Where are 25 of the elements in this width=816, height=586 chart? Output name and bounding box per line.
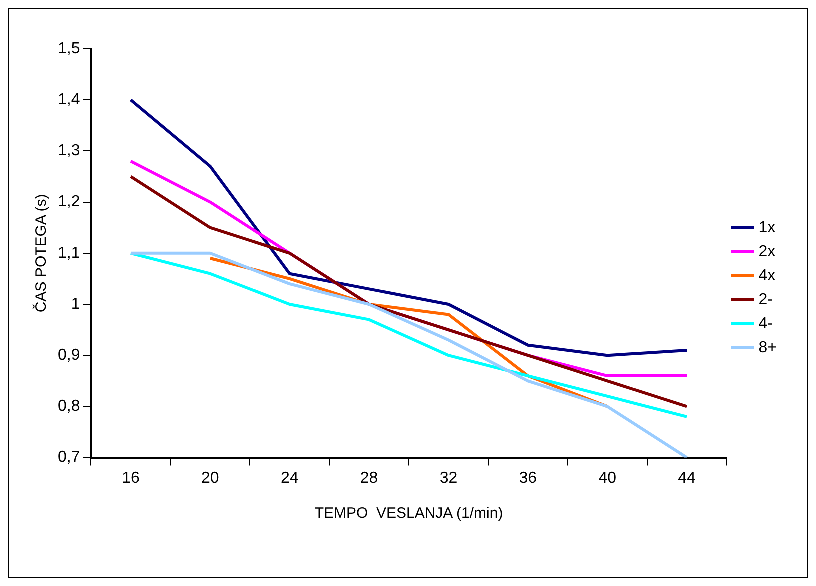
y-tick-label: 1,5 [58,40,80,58]
y-tick-label: 1,3 [58,142,80,160]
y-tick-label: 0,9 [58,347,80,364]
legend-label: 1x [758,219,776,236]
y-axis-title: ČAS POTEGA (s) [32,194,50,313]
x-tick-label: 20 [202,470,220,487]
y-tick-label: 0,8 [58,398,80,416]
y-tick-label: 1,2 [58,194,80,211]
legend-label: 4- [758,315,773,332]
legend-label: 2- [758,291,773,308]
legend-label: 2x [758,243,776,260]
legend-label: 4x [758,267,776,284]
x-tick-label: 36 [519,470,538,487]
y-tick-label: 1,4 [58,92,80,109]
x-tick-label: 24 [280,470,299,487]
x-tick-label: 44 [678,470,696,487]
x-tick-label: 16 [122,470,140,487]
x-tick-label: 32 [440,470,458,487]
x-tick-label: 40 [598,470,617,487]
y-tick-label: 0,7 [58,449,80,466]
x-axis-title: TEMPO VESLANJA (1/min) [314,505,504,522]
x-tick-label: 28 [360,470,378,487]
y-tick-label: 1,1 [58,244,80,262]
legend-label: 8+ [758,339,778,356]
y-tick-label: 1 [71,296,80,313]
